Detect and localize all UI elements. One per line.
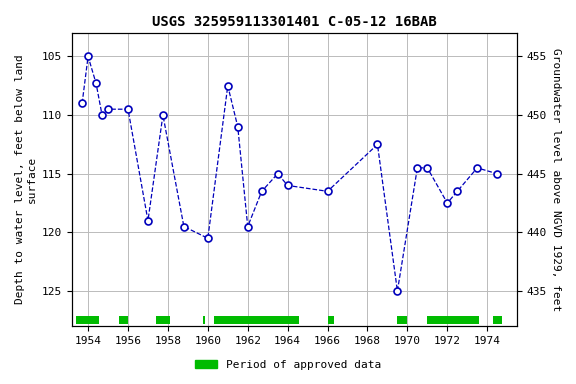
Title: USGS 325959113301401 C-05-12 16BAB: USGS 325959113301401 C-05-12 16BAB — [152, 15, 437, 29]
Y-axis label: Groundwater level above NGVD 1929, feet: Groundwater level above NGVD 1929, feet — [551, 48, 561, 311]
Legend: Period of approved data: Period of approved data — [191, 356, 385, 375]
Y-axis label: Depth to water level, feet below land
surface: Depth to water level, feet below land su… — [15, 55, 37, 305]
